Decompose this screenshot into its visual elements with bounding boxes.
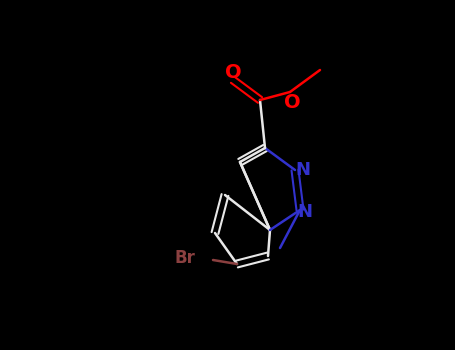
Text: N: N	[295, 161, 310, 179]
Text: O: O	[225, 63, 241, 82]
Text: O: O	[283, 92, 300, 112]
Text: N: N	[298, 203, 313, 221]
Text: Br: Br	[175, 249, 196, 267]
